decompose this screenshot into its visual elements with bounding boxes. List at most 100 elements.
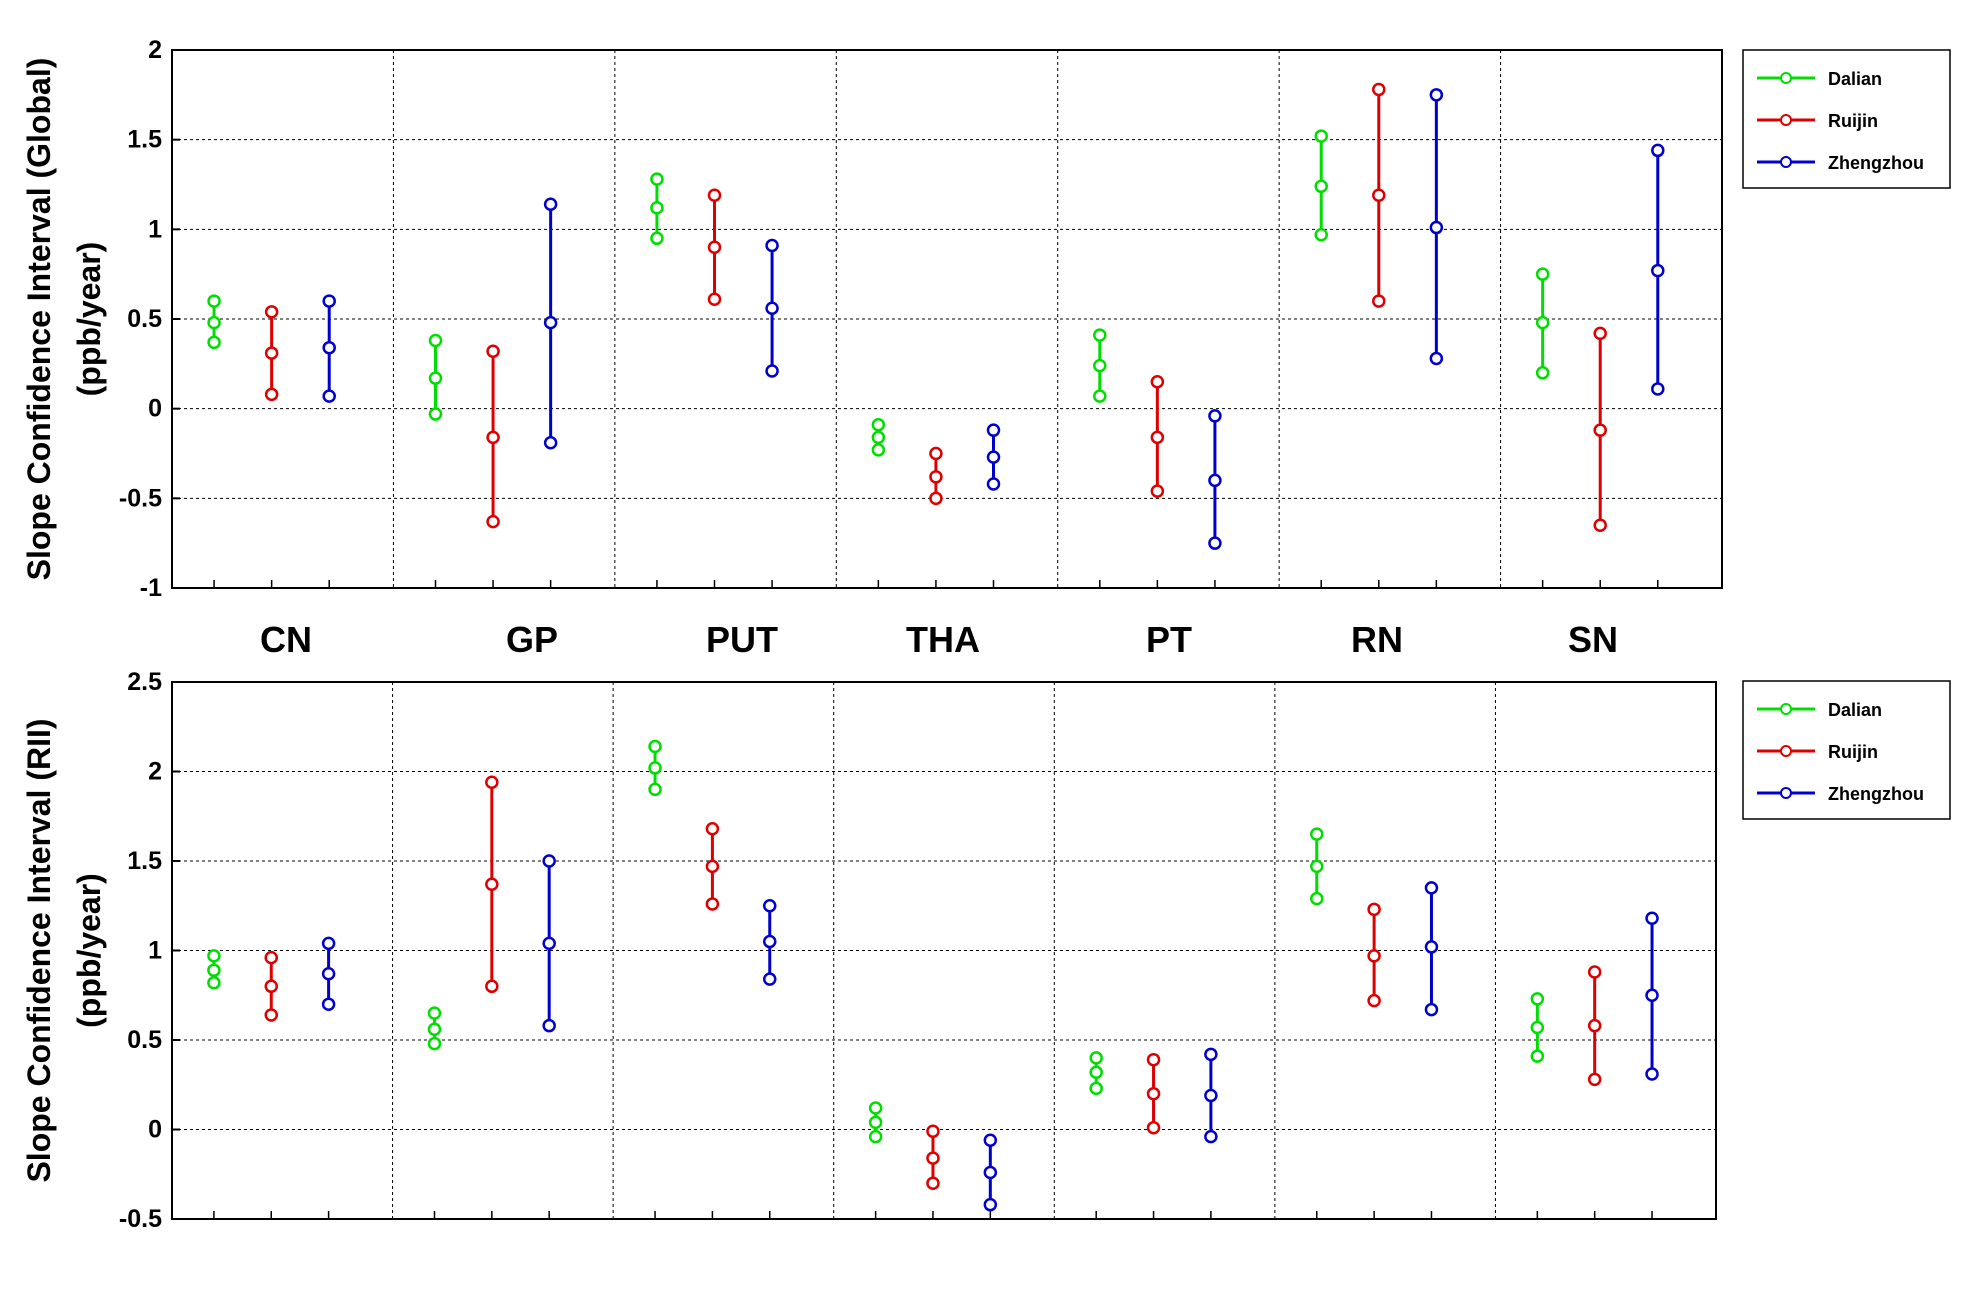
upper-bound-marker xyxy=(1146,1052,1161,1067)
upper-bound-marker xyxy=(1530,992,1545,1006)
y-tick-label: 1.5 xyxy=(127,847,162,875)
upper-bound-marker xyxy=(322,294,336,308)
legend-label-zhengzhou: Zhengzhou xyxy=(1828,153,1924,173)
slope-marker xyxy=(485,877,499,892)
lower-bound-marker xyxy=(705,897,720,911)
y-tick-label: 2 xyxy=(148,758,162,786)
slope-marker xyxy=(983,1165,998,1180)
legend: Dalian Ruijin Zhengzhou xyxy=(1742,680,1951,820)
upper-bound-marker xyxy=(1429,88,1444,102)
slope-marker xyxy=(929,470,943,484)
lower-bound-marker xyxy=(929,491,943,506)
slope-marker xyxy=(868,1115,883,1130)
slope-marker xyxy=(762,934,777,949)
slope-marker xyxy=(1204,1088,1218,1103)
lower-bound-marker xyxy=(321,997,336,1011)
lower-bound-marker xyxy=(1651,382,1665,396)
slope-marker xyxy=(1089,1065,1103,1079)
upper-bound-marker xyxy=(1535,267,1550,281)
errorbar-dalian-pt xyxy=(1093,328,1107,403)
legend-label-ruijin: Ruijin xyxy=(1828,742,1878,762)
lower-bound-marker xyxy=(428,407,443,421)
upper-bound-marker xyxy=(871,418,886,432)
lower-bound-marker xyxy=(648,782,662,797)
upper-bound-marker xyxy=(983,1133,998,1147)
slope-marker xyxy=(1372,188,1386,203)
category-label-sn: SN xyxy=(1568,619,1618,660)
errorbar-dalian-put xyxy=(648,739,662,797)
errorbar-dalian-tha xyxy=(868,1101,883,1144)
errorbar-ruijin-rn xyxy=(1367,902,1381,1008)
slope-marker xyxy=(1651,263,1665,278)
slope-marker xyxy=(1146,1086,1161,1101)
slope-marker xyxy=(871,430,886,445)
lower-bound-marker xyxy=(1310,891,1324,906)
plot-area-frame xyxy=(171,681,1717,1220)
lower-bound-marker xyxy=(1587,1072,1602,1087)
slope-marker xyxy=(986,450,1001,464)
slope-marker xyxy=(542,936,556,951)
slope-marker xyxy=(207,315,221,330)
slope-marker xyxy=(428,371,443,385)
legend-marker xyxy=(1780,72,1792,84)
upper-bound-marker xyxy=(1093,328,1107,342)
errorbar-dalian-sn xyxy=(1530,992,1545,1063)
upper-bound-marker xyxy=(1089,1051,1103,1065)
upper-bound-marker xyxy=(264,950,279,965)
y-tick-label: -1 xyxy=(140,574,162,602)
slope-marker xyxy=(1314,179,1328,194)
upper-bound-marker xyxy=(1587,965,1602,979)
lower-bound-marker xyxy=(868,1129,883,1144)
upper-bound-marker xyxy=(929,446,943,461)
lower-bound-marker xyxy=(1424,1002,1439,1017)
category-label-tha: THA xyxy=(906,619,980,660)
upper-bound-marker xyxy=(762,899,777,913)
upper-bound-marker xyxy=(428,333,443,348)
lower-bound-marker xyxy=(1645,1067,1659,1081)
errorbar-dalian-gp xyxy=(428,333,443,421)
slope-marker xyxy=(1429,220,1444,235)
upper-bound-marker xyxy=(1367,902,1381,917)
upper-bound-marker xyxy=(1150,375,1165,389)
legend: Dalian Ruijin Zhengzhou xyxy=(1742,49,1951,189)
lower-bound-marker xyxy=(1150,484,1165,498)
errorbar-zhengzhou-sn xyxy=(1645,911,1659,1081)
slope-marker xyxy=(427,1022,442,1037)
upper-bound-marker xyxy=(1424,881,1439,895)
category-labels: CN GP PUT THA PT RN SN xyxy=(260,619,1618,660)
slope-marker xyxy=(1424,940,1439,954)
errorbar-zhengzhou-sn xyxy=(1651,143,1665,396)
legend-label-dalian: Dalian xyxy=(1828,700,1882,720)
lower-bound-marker xyxy=(707,292,722,307)
errorbar-zhengzhou-cn xyxy=(321,936,336,1011)
upper-bound-marker xyxy=(650,172,664,186)
errorbar-zhengzhou-rn xyxy=(1429,88,1444,366)
slope-marker xyxy=(543,315,558,330)
errorbar-dalian-tha xyxy=(871,418,886,457)
upper-bound-marker xyxy=(207,294,221,308)
y-tick-label: -0.5 xyxy=(119,484,162,512)
upper-bound-marker xyxy=(986,423,1001,437)
errorbar-dalian-pt xyxy=(1089,1051,1103,1096)
errorbar-zhengzhou-cn xyxy=(322,294,336,403)
upper-bound-marker xyxy=(648,739,662,754)
lower-bound-marker xyxy=(983,1197,998,1212)
lower-bound-marker xyxy=(207,975,221,990)
slope-marker xyxy=(650,201,664,215)
upper-bound-marker xyxy=(1645,911,1659,926)
slope-marker xyxy=(926,1151,940,1165)
lower-bound-marker xyxy=(1593,518,1607,532)
lower-bound-marker xyxy=(650,231,664,246)
slope-marker xyxy=(765,301,779,315)
y-tick-label: 1.5 xyxy=(127,126,162,154)
legend-label-dalian: Dalian xyxy=(1828,69,1882,89)
lower-bound-marker xyxy=(1146,1120,1161,1135)
legend-label-ruijin: Ruijin xyxy=(1828,111,1878,131)
errorbar-ruijin-gp xyxy=(486,344,500,529)
slope-marker xyxy=(705,859,720,874)
upper-bound-marker xyxy=(926,1124,940,1139)
lower-bound-marker xyxy=(1314,227,1328,242)
errorbar-ruijin-cn xyxy=(264,950,279,1022)
upper-bound-marker xyxy=(542,854,556,868)
errorbar-ruijin-put xyxy=(705,822,720,911)
